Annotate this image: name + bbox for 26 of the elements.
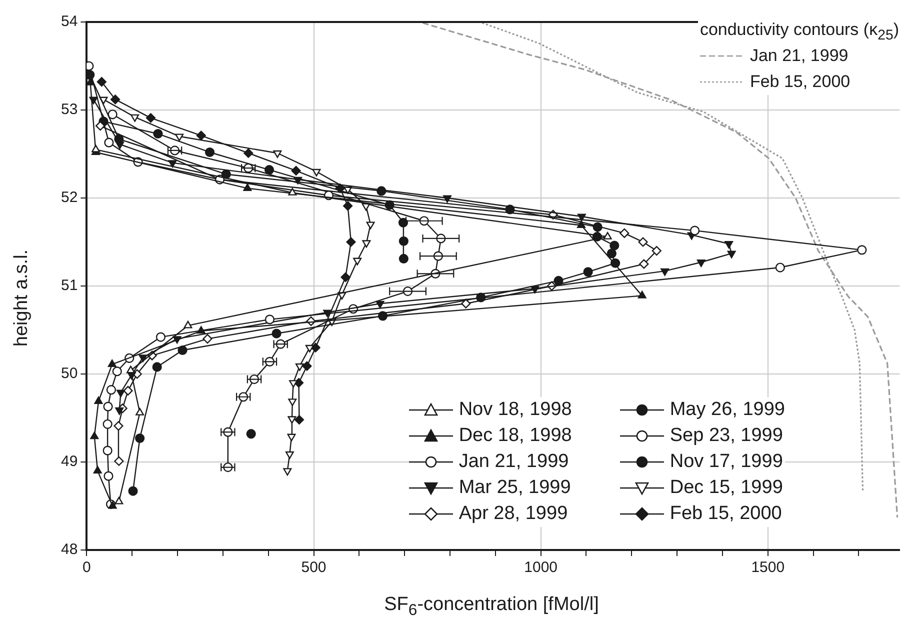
- y-tick-label: 51: [60, 277, 78, 294]
- legend-label: Nov 17, 1999: [670, 451, 783, 473]
- x-tick-label: 1000: [524, 559, 558, 576]
- legend-title: conductivity contours (κ$_{25}$): [700, 20, 899, 44]
- y-tick-label: 50: [60, 365, 78, 382]
- legend-label: Jan 21, 1999: [750, 46, 848, 66]
- legend-label: Nov 18, 1998: [458, 399, 572, 421]
- legend-label: Dec 15, 1999: [670, 477, 783, 499]
- x-axis-title: SF$_{6}$-concentration [fMol/l]: [383, 594, 600, 620]
- legend-label: Jan 21, 1999: [458, 451, 569, 473]
- y-tick-label: 53: [60, 101, 78, 118]
- y-tick-label: 54: [60, 13, 78, 30]
- y-tick-label: 49: [60, 453, 78, 470]
- x-tick-label: 0: [82, 559, 91, 576]
- legend-label: Feb 15, 2000: [670, 503, 782, 525]
- x-tick-label: 500: [301, 559, 326, 576]
- legend-label: Mar 25, 1999: [458, 477, 571, 499]
- y-tick-label: 52: [60, 189, 78, 206]
- y-axis-title: height a.s.l.: [11, 248, 33, 349]
- legend-label: May 26, 1999: [670, 399, 785, 421]
- legend-label: Apr 28, 1999: [458, 503, 568, 525]
- legend-label: Sep 23, 1999: [670, 425, 783, 447]
- legend-label: Feb 15, 2000: [750, 72, 850, 92]
- x-tick-label: 1500: [751, 559, 785, 576]
- legend-label: Dec 18, 1998: [458, 425, 572, 447]
- y-tick-label: 48: [60, 541, 78, 558]
